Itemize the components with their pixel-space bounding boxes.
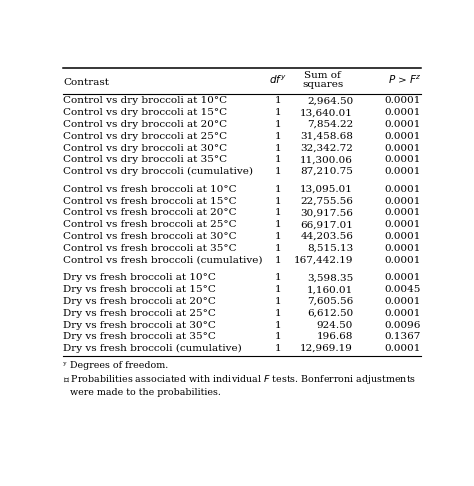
Text: 0.0001: 0.0001 [385,132,421,141]
Text: 6,612.50: 6,612.50 [307,309,353,318]
Text: 3,598.35: 3,598.35 [307,274,353,282]
Text: 1: 1 [274,256,281,264]
Text: 1: 1 [274,344,281,353]
Text: 32,342.72: 32,342.72 [300,143,353,153]
Text: 1: 1 [274,220,281,229]
Text: Dry vs fresh broccoli (cumulative): Dry vs fresh broccoli (cumulative) [63,344,242,353]
Text: 0.0001: 0.0001 [385,108,421,117]
Text: 1: 1 [274,132,281,141]
Text: Dry vs fresh broccoli at 30°C: Dry vs fresh broccoli at 30°C [63,321,216,330]
Text: 7,854.22: 7,854.22 [307,120,353,129]
Text: Control vs fresh broccoli at 10°C: Control vs fresh broccoli at 10°C [63,185,237,194]
Text: Control vs dry broccoli at 35°C: Control vs dry broccoli at 35°C [63,156,227,164]
Text: Control vs dry broccoli (cumulative): Control vs dry broccoli (cumulative) [63,167,253,176]
Text: 0.0001: 0.0001 [385,232,421,241]
Text: Control vs fresh broccoli (cumulative): Control vs fresh broccoli (cumulative) [63,256,263,264]
Text: $\mathit{df}^y$: $\mathit{df}^y$ [269,73,286,86]
Text: 1: 1 [274,332,281,341]
Text: 0.0045: 0.0045 [385,285,421,294]
Text: Dry vs fresh broccoli at 35°C: Dry vs fresh broccoli at 35°C [63,332,216,341]
Text: 0.0001: 0.0001 [385,120,421,129]
Text: were made to the probabilities.: were made to the probabilities. [70,388,221,397]
Text: Control vs dry broccoli at 20°C: Control vs dry broccoli at 20°C [63,120,227,129]
Text: 1: 1 [274,297,281,306]
Text: 167,442.19: 167,442.19 [293,256,353,264]
Text: 0.0001: 0.0001 [385,167,421,176]
Text: 0.0001: 0.0001 [385,156,421,164]
Text: 7,605.56: 7,605.56 [307,297,353,306]
Text: 12,969.19: 12,969.19 [300,344,353,353]
Text: 0.0001: 0.0001 [385,274,421,282]
Text: Dry vs fresh broccoli at 15°C: Dry vs fresh broccoli at 15°C [63,285,216,294]
Text: 0.0001: 0.0001 [385,256,421,264]
Text: 1: 1 [274,108,281,117]
Text: 66,917.01: 66,917.01 [300,220,353,229]
Text: 1,160.01: 1,160.01 [307,285,353,294]
Text: squares: squares [302,80,344,89]
Text: 1: 1 [274,274,281,282]
Text: Control vs dry broccoli at 25°C: Control vs dry broccoli at 25°C [63,132,227,141]
Text: $\mathit{P}$ > $\mathit{F}$$^z$: $\mathit{P}$ > $\mathit{F}$$^z$ [388,73,421,86]
Text: 2,964.50: 2,964.50 [307,96,353,105]
Text: 31,458.68: 31,458.68 [300,132,353,141]
Text: 1: 1 [274,244,281,253]
Text: 13,640.01: 13,640.01 [300,108,353,117]
Text: 30,917.56: 30,917.56 [300,208,353,217]
Text: 13,095.01: 13,095.01 [300,185,353,194]
Text: ʸ Degrees of freedom.: ʸ Degrees of freedom. [63,361,168,370]
Text: 1: 1 [274,143,281,153]
Text: 924.50: 924.50 [317,321,353,330]
Text: 22,755.56: 22,755.56 [300,197,353,206]
Text: 1: 1 [274,156,281,164]
Text: Dry vs fresh broccoli at 20°C: Dry vs fresh broccoli at 20°C [63,297,216,306]
Text: 0.0001: 0.0001 [385,297,421,306]
Text: 0.0001: 0.0001 [385,244,421,253]
Text: 0.1367: 0.1367 [385,332,421,341]
Text: Control vs fresh broccoli at 25°C: Control vs fresh broccoli at 25°C [63,220,237,229]
Text: Control vs dry broccoli at 15°C: Control vs dry broccoli at 15°C [63,108,227,117]
Text: Control vs fresh broccoli at 35°C: Control vs fresh broccoli at 35°C [63,244,237,253]
Text: 11,300.06: 11,300.06 [300,156,353,164]
Text: 1: 1 [274,185,281,194]
Text: 0.0001: 0.0001 [385,197,421,206]
Text: Sum of: Sum of [304,71,341,80]
Text: 0.0096: 0.0096 [385,321,421,330]
Text: Dry vs fresh broccoli at 25°C: Dry vs fresh broccoli at 25°C [63,309,216,318]
Text: 1: 1 [274,285,281,294]
Text: 1: 1 [274,232,281,241]
Text: 1: 1 [274,321,281,330]
Text: 0.0001: 0.0001 [385,344,421,353]
Text: 196.68: 196.68 [317,332,353,341]
Text: Control vs dry broccoli at 10°C: Control vs dry broccoli at 10°C [63,96,227,105]
Text: 1: 1 [274,309,281,318]
Text: 1: 1 [274,120,281,129]
Text: 0.0001: 0.0001 [385,143,421,153]
Text: 0.0001: 0.0001 [385,220,421,229]
Text: 0.0001: 0.0001 [385,208,421,217]
Text: Control vs dry broccoli at 30°C: Control vs dry broccoli at 30°C [63,143,227,153]
Text: ᵺ Probabilities associated with individual $\mathit{F}$ tests. Bonferroni adjust: ᵺ Probabilities associated with individu… [63,373,416,386]
Text: 0.0001: 0.0001 [385,96,421,105]
Text: 87,210.75: 87,210.75 [300,167,353,176]
Text: 1: 1 [274,167,281,176]
Text: 1: 1 [274,96,281,105]
Text: Control vs fresh broccoli at 15°C: Control vs fresh broccoli at 15°C [63,197,237,206]
Text: Dry vs fresh broccoli at 10°C: Dry vs fresh broccoli at 10°C [63,274,216,282]
Text: 8,515.13: 8,515.13 [307,244,353,253]
Text: 0.0001: 0.0001 [385,185,421,194]
Text: Control vs fresh broccoli at 30°C: Control vs fresh broccoli at 30°C [63,232,237,241]
Text: 44,203.56: 44,203.56 [300,232,353,241]
Text: Contrast: Contrast [63,78,109,87]
Text: Control vs fresh broccoli at 20°C: Control vs fresh broccoli at 20°C [63,208,237,217]
Text: 0.0001: 0.0001 [385,309,421,318]
Text: 1: 1 [274,208,281,217]
Text: 1: 1 [274,197,281,206]
